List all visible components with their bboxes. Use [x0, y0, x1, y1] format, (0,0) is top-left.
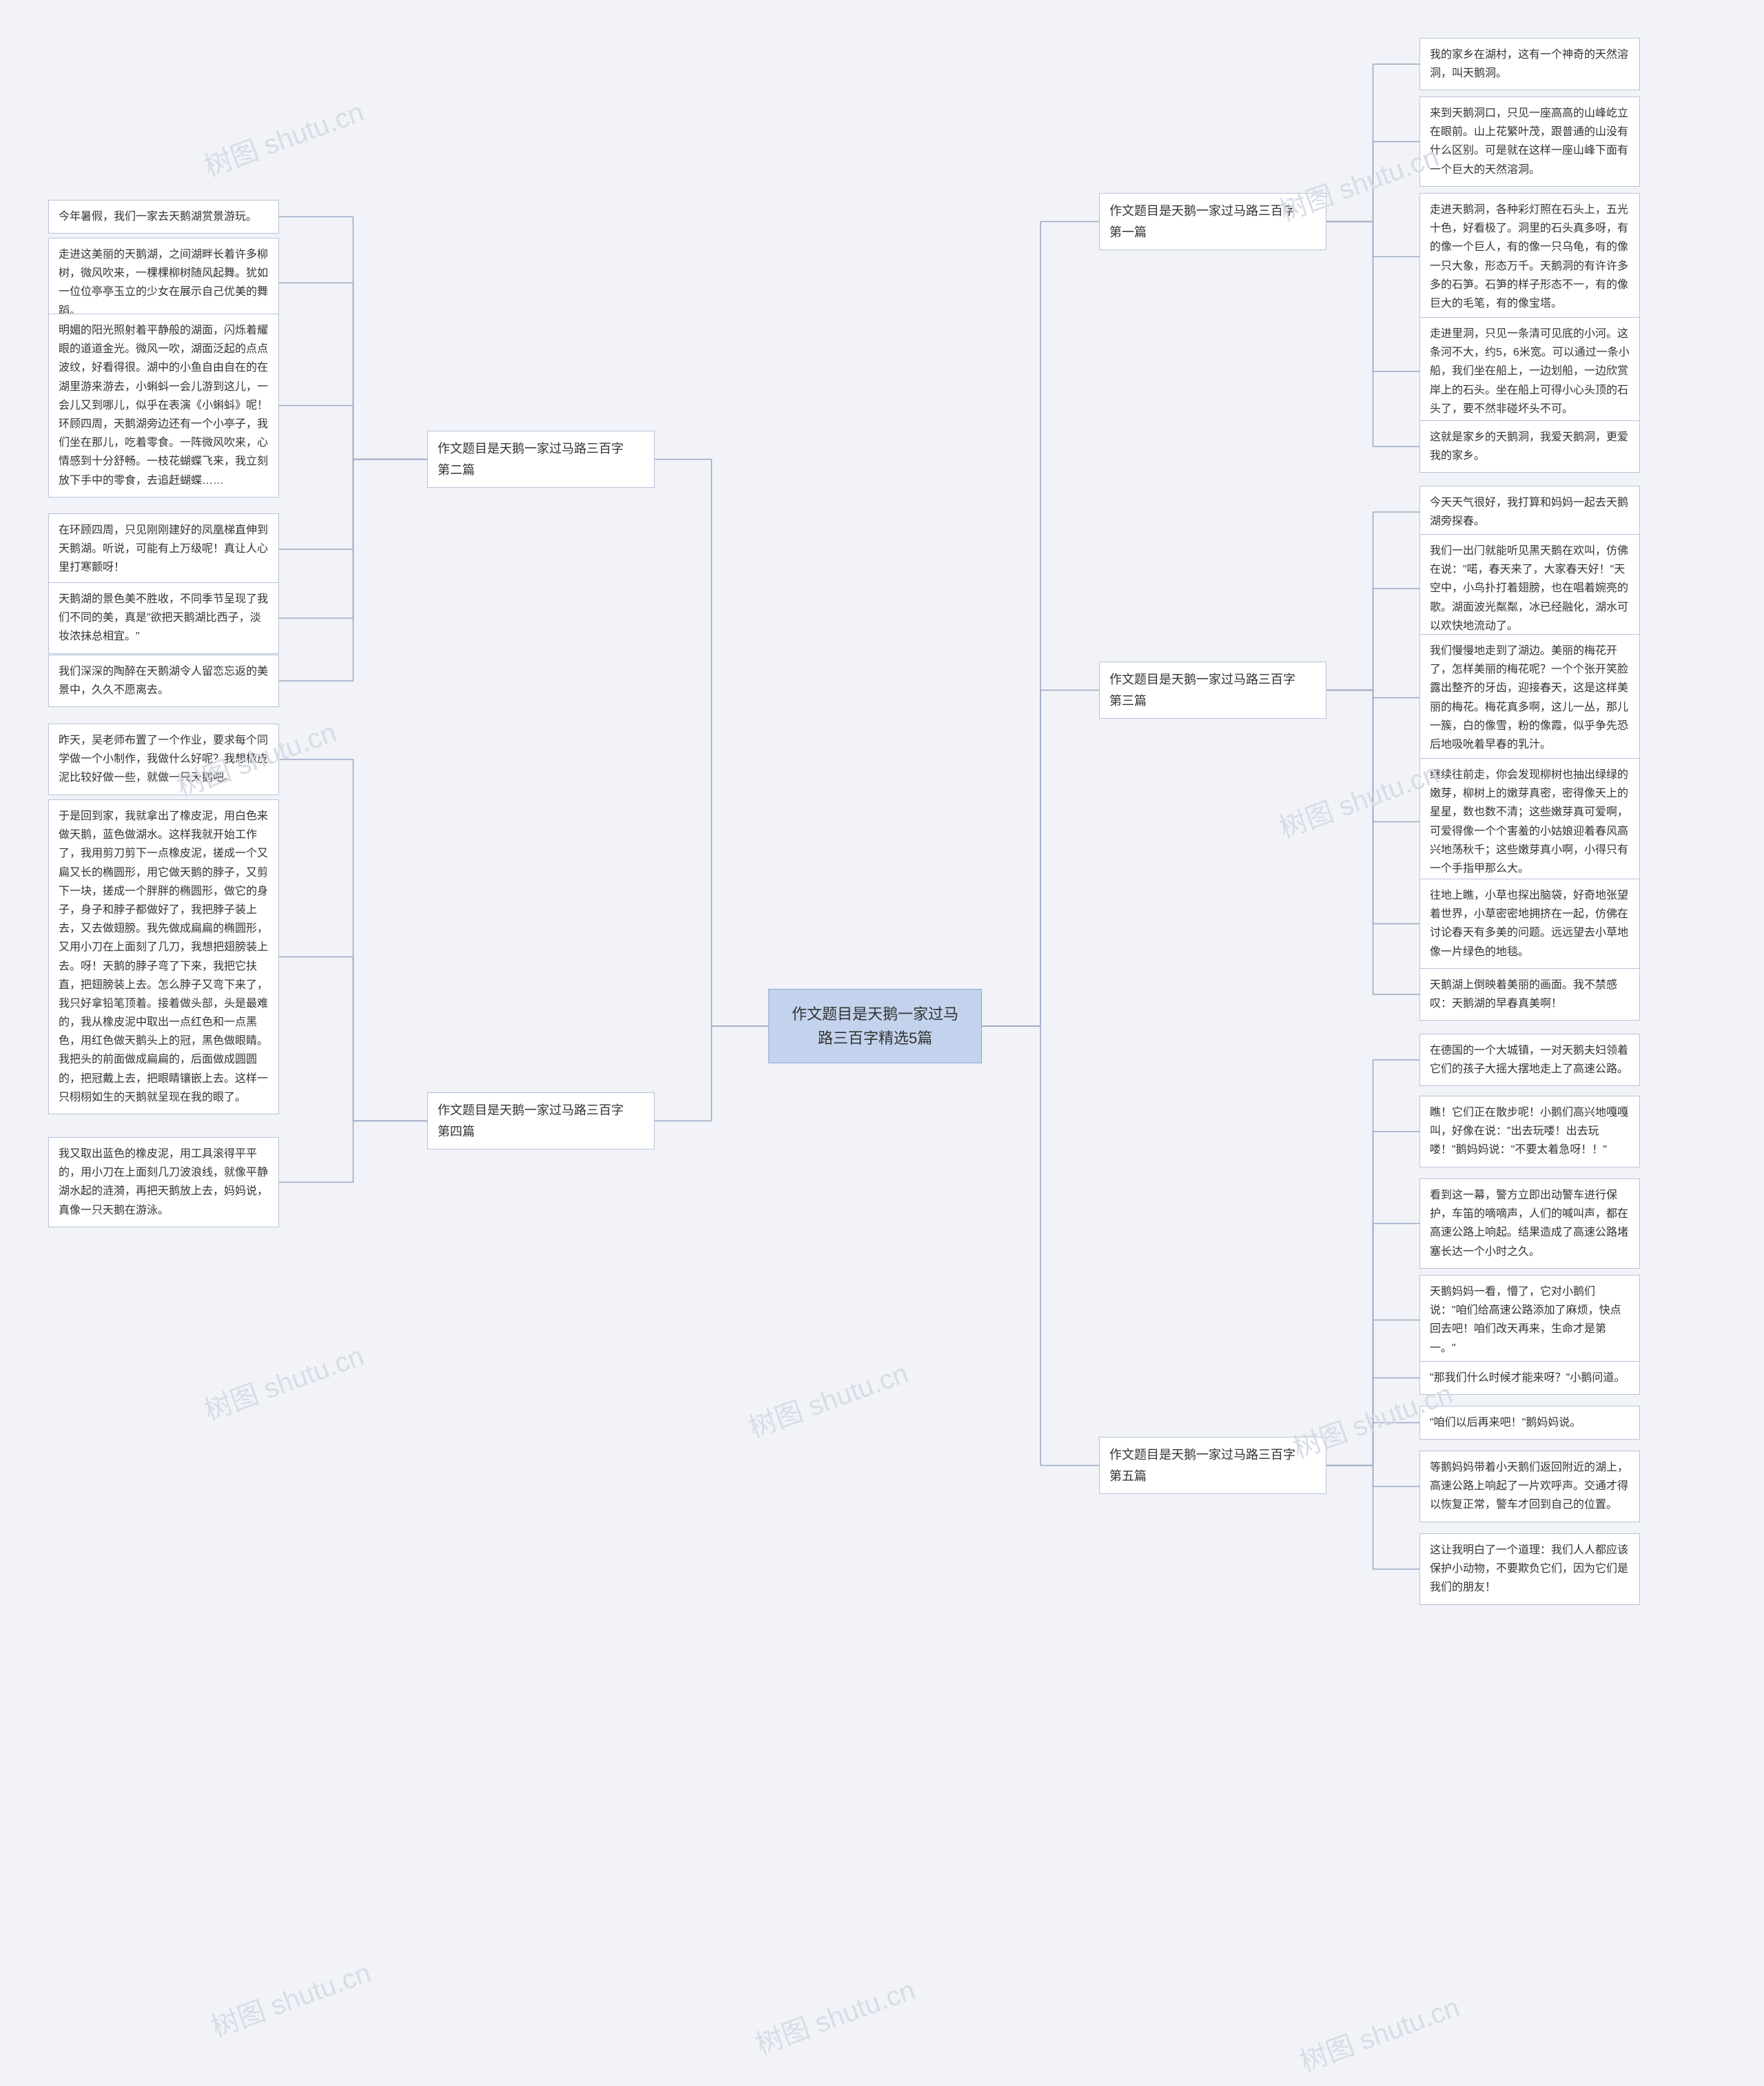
branch-b2: 作文题目是天鹅一家过马路三百字第二篇	[427, 431, 655, 488]
leaf-l5e: "那我们什么时候才能来呀？"小鹅问道。	[1419, 1361, 1640, 1395]
branch-b4: 作文题目是天鹅一家过马路三百字第四篇	[427, 1092, 655, 1149]
leaf-l5a: 在德国的一个大城镇，一对天鹅夫妇领着它们的孩子大摇大摆地走上了高速公路。	[1419, 1034, 1640, 1086]
leaf-l4a: 昨天，吴老师布置了一个作业，要求每个同学做一个小制作，我做什么好呢？我想橡皮泥比…	[48, 724, 279, 795]
watermark: 树图 shutu.cn	[1273, 751, 1444, 846]
leaf-l4c: 我又取出蓝色的橡皮泥，用工具滚得平平的，用小刀在上面刻几刀波浪线，就像平静湖水起…	[48, 1137, 279, 1227]
watermark: 树图 shutu.cn	[198, 1333, 369, 1428]
branch-b1: 作文题目是天鹅一家过马路三百字第一篇	[1099, 193, 1326, 250]
leaf-l1c: 走进天鹅洞，各种彩灯照在石头上，五光十色，好看极了。洞里的石头真多呀，有的像一个…	[1419, 193, 1640, 320]
leaf-l2e: 天鹅湖的景色美不胜收，不同季节呈现了我们不同的美，真是"欲把天鹅湖比西子，淡妆浓…	[48, 582, 279, 654]
watermark: 树图 shutu.cn	[198, 90, 369, 184]
leaf-l3f: 天鹅湖上倒映着美丽的画面。我不禁感叹：天鹅湖的早春真美啊！	[1419, 968, 1640, 1021]
leaf-l5f: "咱们以后再来吧！"鹅妈妈说。	[1419, 1406, 1640, 1440]
watermark: 树图 shutu.cn	[205, 1950, 376, 2045]
center-node: 作文题目是天鹅一家过马路三百字精选5篇	[768, 989, 982, 1063]
leaf-l2c: 明媚的阳光照射着平静般的湖面，闪烁着耀眼的道道金光。微风一吹，湖面泛起的点点波纹…	[48, 314, 279, 498]
leaf-l5d: 天鹅妈妈一看，懵了，它对小鹅们说："咱们给高速公路添加了麻烦，快点回去吧！咱们改…	[1419, 1275, 1640, 1365]
leaf-l3a: 今天天气很好，我打算和妈妈一起去天鹅湖旁探春。	[1419, 486, 1640, 538]
branch-b3: 作文题目是天鹅一家过马路三百字第三篇	[1099, 662, 1326, 719]
leaf-l3d: 继续往前走，你会发现柳树也抽出绿绿的嫩芽，柳树上的嫩芽真密，密得像天上的星星，数…	[1419, 758, 1640, 886]
leaf-l2a: 今年暑假，我们一家去天鹅湖赏景游玩。	[48, 200, 279, 234]
leaf-l3e: 往地上瞧，小草也探出脑袋，好奇地张望着世界，小草密密地拥挤在一起，仿佛在讨论春天…	[1419, 879, 1640, 969]
leaf-l4b: 于是回到家，我就拿出了橡皮泥，用白色来做天鹅，蓝色做湖水。这样我就开始工作了，我…	[48, 799, 279, 1114]
leaf-l5h: 这让我明白了一个道理：我们人人都应该保护小动物，不要欺负它们，因为它们是我们的朋…	[1419, 1533, 1640, 1605]
leaf-l1e: 这就是家乡的天鹅洞，我爱天鹅洞，更爱我的家乡。	[1419, 420, 1640, 473]
leaf-l1b: 来到天鹅洞口，只见一座高高的山峰屹立在眼前。山上花繁叶茂，跟普通的山没有什么区别…	[1419, 96, 1640, 187]
branch-b5: 作文题目是天鹅一家过马路三百字第五篇	[1099, 1437, 1326, 1494]
leaf-l3b: 我们一出门就能听见黑天鹅在欢叫，仿佛在说："喏，春天来了，大家春天好！"天空中，…	[1419, 534, 1640, 643]
leaf-l1a: 我的家乡在湖村，这有一个神奇的天然溶洞，叫天鹅洞。	[1419, 38, 1640, 90]
watermark: 树图 shutu.cn	[742, 1351, 913, 1445]
leaf-l5g: 等鹅妈妈带着小天鹅们返回附近的湖上，高速公路上响起了一片欢呼声。交通才得以恢复正…	[1419, 1451, 1640, 1522]
leaf-l2f: 我们深深的陶醉在天鹅湖令人留恋忘返的美景中，久久不愿离去。	[48, 655, 279, 707]
leaf-l5b: 瞧！它们正在散步呢！小鹅们高兴地嘎嘎叫，好像在说："出去玩喽！出去玩喽！"鹅妈妈…	[1419, 1096, 1640, 1167]
leaf-l2d: 在环顾四周，只见刚刚建好的凤凰梯直伸到天鹅湖。听说，可能有上万级呢！真让人心里打…	[48, 513, 279, 585]
leaf-l5c: 看到这一幕，警方立即出动警车进行保护，车笛的嘀嘀声，人们的喊叫声，都在高速公路上…	[1419, 1178, 1640, 1269]
watermark: 树图 shutu.cn	[1293, 1985, 1464, 2079]
leaf-l3c: 我们慢慢地走到了湖边。美丽的梅花开了，怎样美丽的梅花呢？一个个张开笑脸露出整齐的…	[1419, 634, 1640, 761]
watermark: 树图 shutu.cn	[749, 1967, 920, 2062]
leaf-l1d: 走进里洞，只见一条清可见底的小河。这条河不大，约5，6米宽。可以通过一条小船，我…	[1419, 317, 1640, 426]
